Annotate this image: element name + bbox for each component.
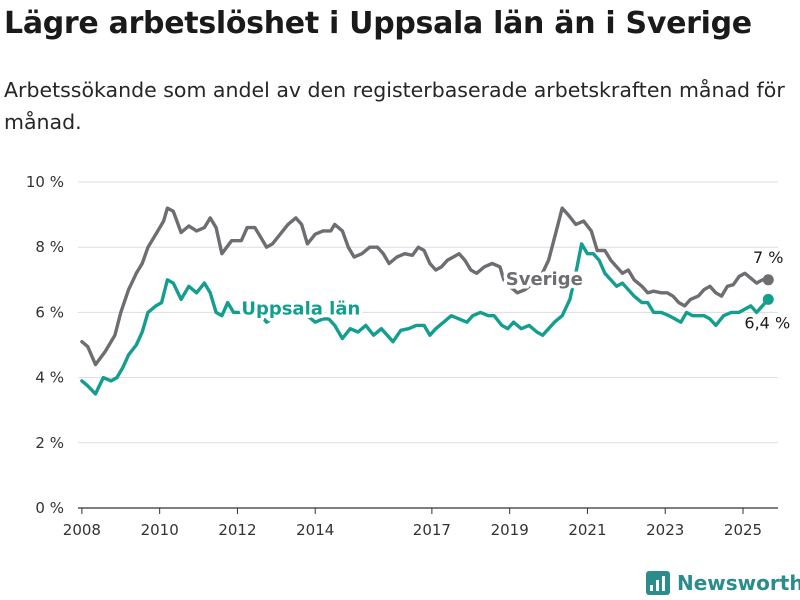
end-marker-uppsala (762, 293, 774, 305)
line-chart: 0 % 2 % 4 % 6 % 8 % 10 % 2008 2010 2012 2014 2017… (26, 173, 790, 539)
x-tick-label: 2008 (63, 521, 101, 539)
series-label-sverige-halo: Sverige (506, 269, 583, 290)
x-tick-label: 2021 (568, 521, 606, 539)
series-line-sverige (80, 206, 770, 367)
brand-name: Newsworthy (677, 571, 800, 595)
x-tick-label: 2010 (141, 521, 179, 539)
end-label-uppsala: 6,4 % (744, 313, 790, 332)
y-tick-label: 6 % (35, 303, 64, 321)
y-tick-label: 10 % (26, 173, 64, 191)
x-tick-label: 2019 (491, 521, 529, 539)
y-tick-label: 4 % (35, 369, 64, 387)
x-tick-label: 2023 (646, 521, 684, 539)
x-tick-label: 2025 (724, 521, 762, 539)
x-tick-label: 2017 (413, 521, 451, 539)
y-tick-label: 8 % (35, 238, 64, 256)
chart-subtitle: Arbetssökande som andel av den registerb… (4, 78, 785, 134)
x-tick-label: 2012 (218, 521, 256, 539)
series-label-sverige: Sverige (506, 269, 583, 290)
y-tick-label: 2 % (35, 434, 64, 452)
end-marker-sverige (762, 274, 774, 286)
chart-logo-icon (646, 571, 670, 595)
y-tick-label: 0 % (35, 499, 64, 517)
newsworthy-logo: Newsworthy (646, 568, 800, 598)
chart-title: Lägre arbetslöshet i Uppsala län än i Sv… (4, 6, 752, 41)
x-tick-label: 2014 (296, 521, 334, 539)
x-axis-ticks: 2008 2010 2012 2014 2017 2019 2021 2023 2025 (63, 508, 762, 539)
series-line-uppsala (80, 242, 770, 396)
series-label-uppsala-halo: Uppsala län (241, 299, 360, 320)
end-label-sverige: 7 % (753, 248, 783, 267)
series-label-uppsala: Uppsala län (241, 299, 360, 320)
y-axis-ticks: 0 % 2 % 4 % 6 % 8 % 10 % (26, 173, 64, 517)
series-lines (80, 206, 774, 396)
